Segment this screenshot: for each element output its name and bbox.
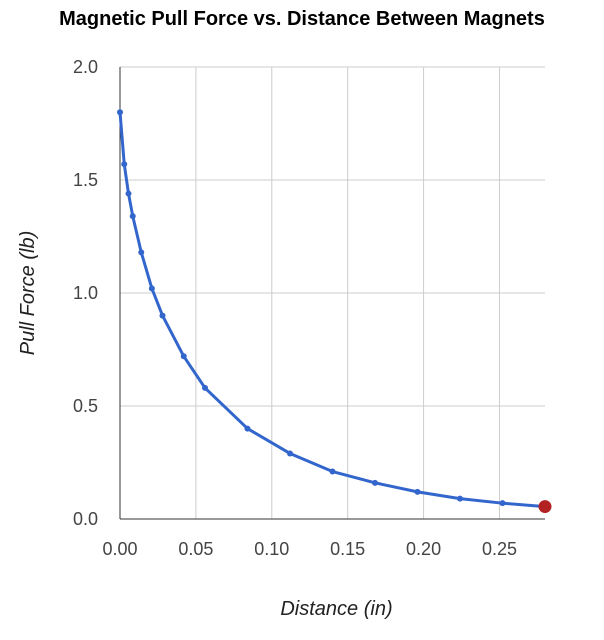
x-tick-label: 0.00 (102, 539, 137, 559)
data-point (159, 312, 166, 319)
y-axis-title: Pull Force (lb) (17, 231, 39, 355)
x-tick-label: 0.05 (178, 539, 213, 559)
data-point (129, 213, 136, 220)
data-point (287, 450, 293, 457)
data-point (125, 190, 132, 197)
y-tick-label: 0.5 (73, 396, 98, 416)
y-tick-label: 2.0 (73, 57, 98, 77)
highlight-point (538, 500, 552, 514)
data-point (180, 353, 187, 360)
series-line (118, 112, 546, 509)
x-tick-label: 0.15 (330, 539, 365, 559)
data-point (121, 161, 128, 168)
grid (120, 66, 545, 519)
y-tick-label: 1.0 (73, 283, 98, 303)
data-point (148, 285, 155, 292)
data-point (138, 249, 145, 256)
axes (119, 67, 545, 520)
chart-title: Magnetic Pull Force vs. Distance Between… (59, 8, 545, 30)
y-tick-label: 0.0 (73, 509, 98, 529)
data-point (457, 495, 463, 502)
data-point (117, 109, 123, 116)
x-axis-title: Distance (in) (280, 598, 392, 620)
data-point (202, 384, 208, 391)
data-point (329, 468, 336, 475)
tick-labels: 0.0 0.5 1.0 1.5 2.0 0.00 0.05 0.10 0.15 0.20 0.25 (73, 57, 517, 559)
data-point (499, 500, 506, 507)
data-point (414, 488, 421, 495)
x-tick-label: 0.25 (482, 539, 517, 559)
x-tick-label: 0.20 (406, 539, 441, 559)
series (117, 109, 552, 514)
y-tick-label: 1.5 (73, 170, 98, 190)
x-tick-label: 0.10 (254, 539, 289, 559)
data-point (372, 479, 378, 486)
data-point (244, 425, 251, 432)
